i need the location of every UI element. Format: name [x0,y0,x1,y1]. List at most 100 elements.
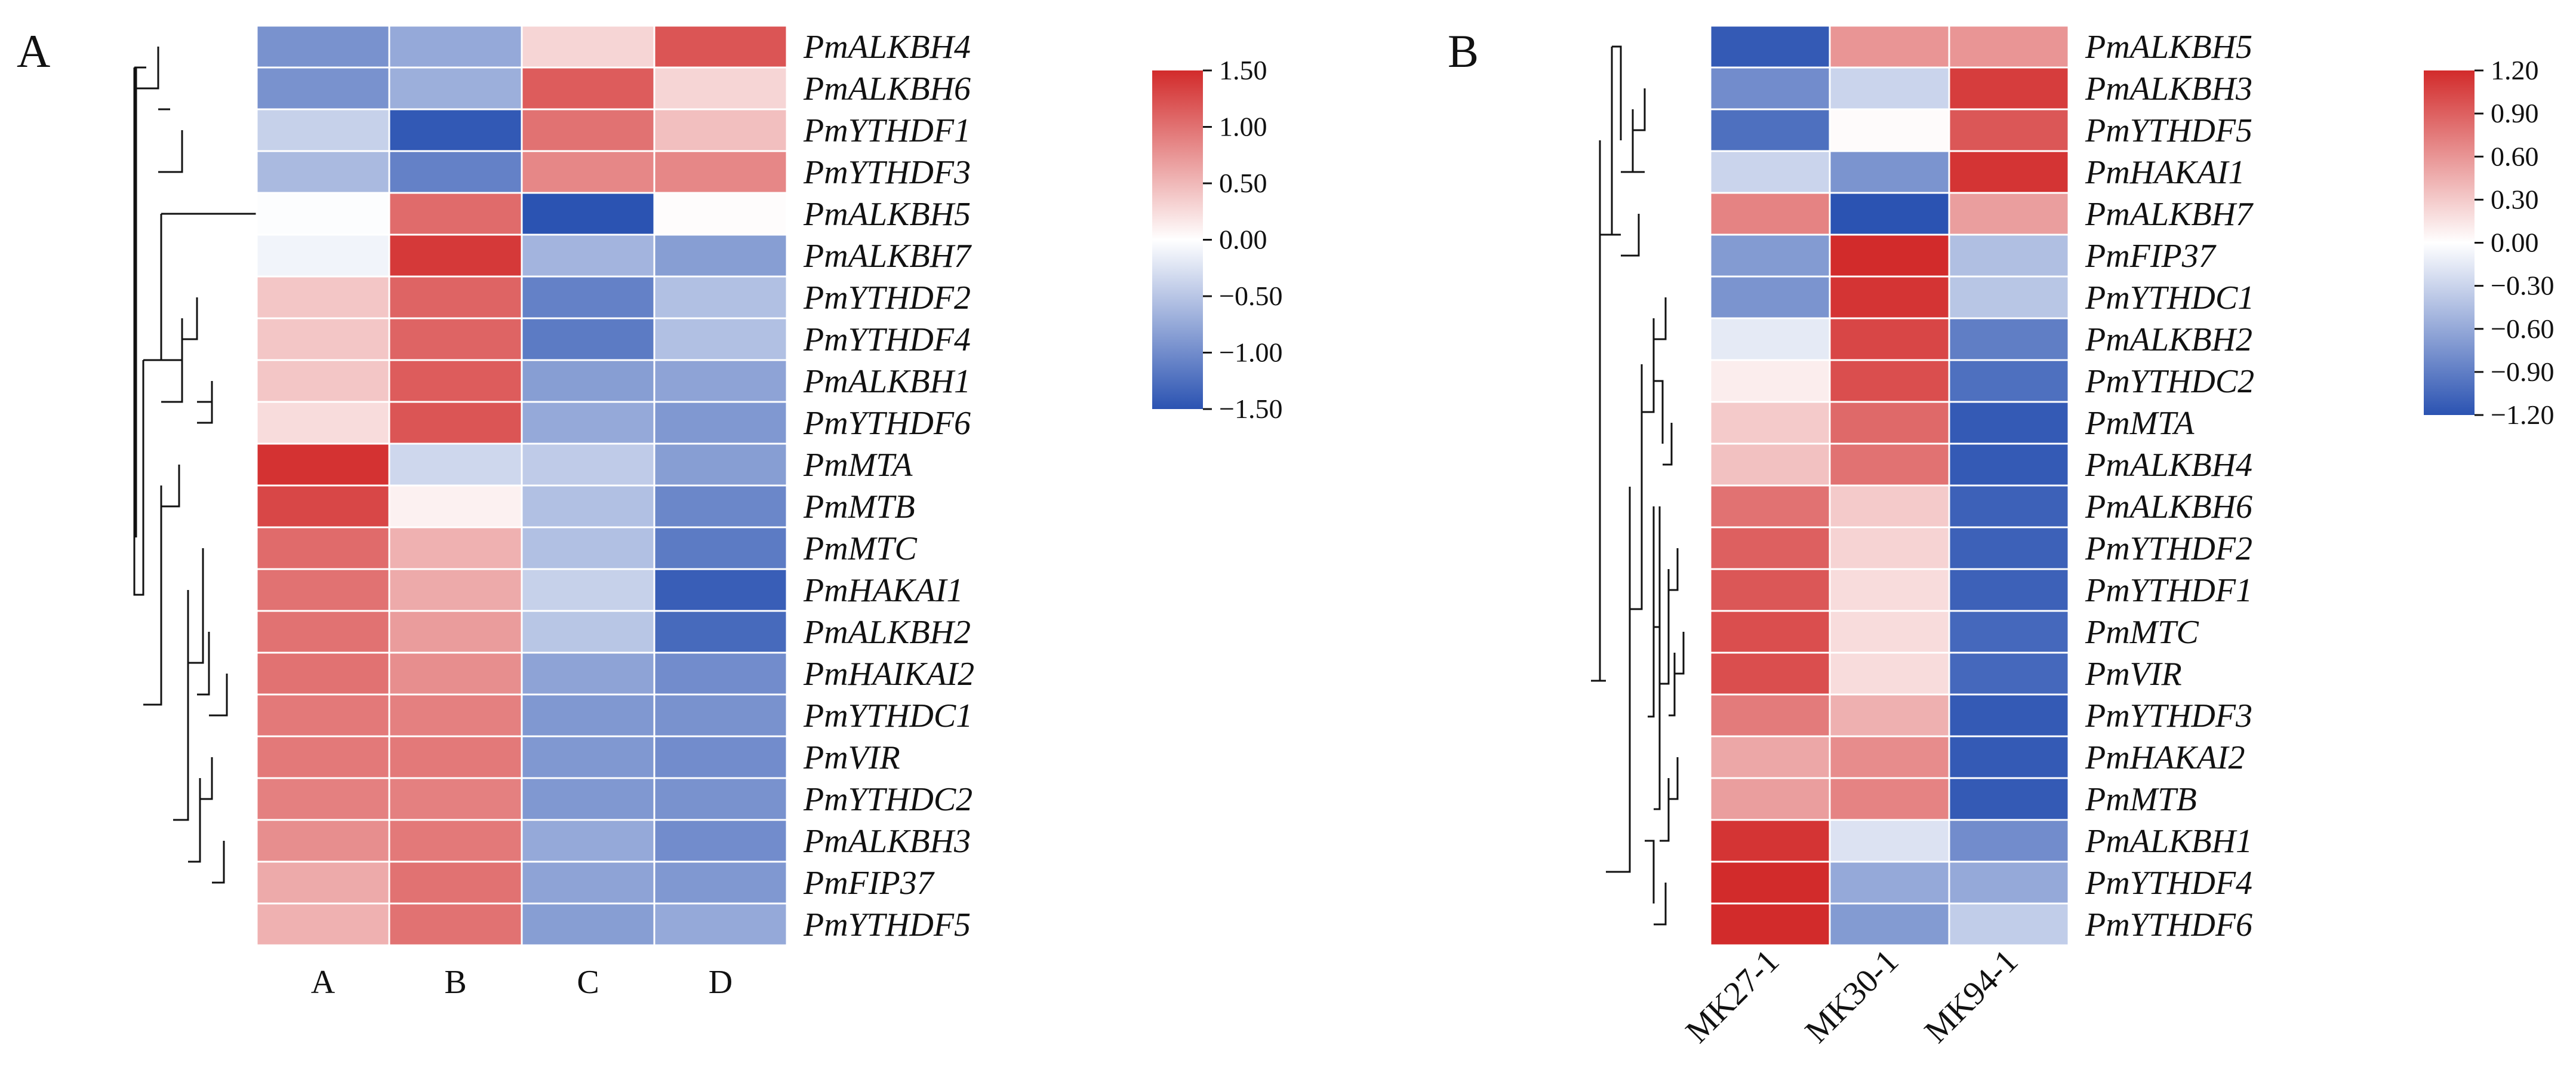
heatmap-cell [1948,150,2070,194]
heatmap-cell [521,108,655,152]
heatmap-cell [1829,902,1950,946]
heatmap-cell [653,651,788,696]
gene-label: PmYTHDF6 [803,405,971,442]
heatmap-cell [388,819,523,863]
heatmap-cell [388,442,523,487]
heatmap-cell [1709,442,1831,487]
heatmap-cell [256,275,390,319]
gene-label: PmALKBH5 [803,196,971,233]
panel-a-colorbar-gradient [1152,70,1203,409]
heatmap-cell [256,192,390,236]
heatmap-cell [1709,526,1831,570]
heatmap-cell [1709,651,1831,696]
heatmap-cell [653,359,788,403]
gene-label: PmYTHDC1 [2085,279,2254,316]
heatmap-cell [256,819,390,863]
gene-label: PmYTHDF5 [803,906,971,944]
column-label: A [311,964,336,1001]
heatmap-cell [1709,401,1831,445]
heatmap-cell [1948,401,2070,445]
heatmap-cell [1709,233,1831,278]
heatmap-cell [388,860,523,905]
heatmap-cell [1829,24,1950,69]
column-label: MK30-1 [1798,942,1906,1050]
gene-label: PmALKBH7 [2085,196,2254,233]
heatmap-cell [653,526,788,570]
heatmap-cell [521,442,655,487]
heatmap-cell [388,150,523,194]
heatmap-cell [388,610,523,654]
column-label: D [709,964,733,1001]
gene-label: PmYTHDF4 [803,321,971,358]
heatmap-cell [1829,317,1950,361]
heatmap-cell [388,902,523,946]
heatmap-cell [653,819,788,863]
heatmap-cell [653,233,788,278]
colorbar-tick-label: 1.50 [1219,55,1267,85]
heatmap-cell [1948,651,2070,696]
gene-label: PmYTHDC2 [2085,363,2254,400]
colorbar-tick-label: −1.00 [1219,337,1282,368]
heatmap-cell [521,484,655,528]
heatmap-cell [256,317,390,361]
gene-label: PmALKBH6 [803,70,971,107]
heatmap-cell [1948,317,2070,361]
heatmap-cell [1948,777,2070,821]
heatmap-cell [521,526,655,570]
heatmap-cell [521,651,655,696]
heatmap-cell [1709,192,1831,236]
heatmap-cell [1948,484,2070,528]
heatmap-cell [1709,735,1831,779]
gene-label: PmFIP37 [2085,238,2217,275]
panel-b-heatmap [1709,24,2070,946]
gene-label: PmYTHDF1 [803,112,971,149]
heatmap-cell [388,233,523,278]
gene-label: PmALKBH2 [2085,321,2252,358]
colorbar-tick-label: 0.60 [2491,141,2539,171]
heatmap-cell [1829,192,1950,236]
heatmap-cell [256,66,390,110]
heatmap-cell [388,317,523,361]
heatmap-cell [1948,442,2070,487]
heatmap-cell [388,192,523,236]
heatmap-cell [1709,693,1831,737]
gene-label: PmALKBH7 [803,238,972,275]
heatmap-cell [521,735,655,779]
heatmap-cell [1709,359,1831,403]
heatmap-cell [1829,484,1950,528]
heatmap-cell [256,24,390,69]
colorbar-tick-label: −0.30 [2491,271,2554,301]
gene-label: PmYTHDF3 [803,154,971,191]
heatmap-cell [521,819,655,863]
gene-label: PmYTHDC1 [803,697,972,734]
heatmap-cell [653,317,788,361]
gene-label: PmMTA [803,447,913,484]
heatmap-cell [388,526,523,570]
heatmap-cell [1829,819,1950,863]
gene-label: PmALKBH3 [2085,70,2252,107]
heatmap-cell [256,401,390,445]
gene-label: PmYTHDC2 [803,781,972,818]
gene-label: PmYTHDF2 [803,279,971,316]
gene-label: PmYTHDF1 [2085,572,2252,609]
heatmap-cell [521,66,655,110]
heatmap-cell [256,651,390,696]
gene-label: PmFIP37 [803,865,935,902]
heatmap-cell [1829,693,1950,737]
heatmap-cell [1829,526,1950,570]
panel-a-dendrogram [133,47,257,884]
heatmap-cell [1709,24,1831,69]
panel-b-row-labels: PmALKBH5 PmALKBH3 PmYTHDF5 PmHAKAI1 PmALKBH7… [2085,29,2254,944]
colorbar-tick-label: 1.20 [2491,55,2539,85]
heatmap-cell [653,401,788,445]
heatmap-cell [1829,568,1950,612]
gene-label: PmVIR [2085,656,2182,693]
heatmap-cell [256,108,390,152]
heatmap-cell [256,610,390,654]
panel-a-colorbar: 1.50 1.00 0.50 0.00 −0.50 −1.00 −1.50 [1152,55,1282,424]
colorbar-tick-label: 0.50 [1219,168,1267,198]
gene-label: PmYTHDF2 [2085,530,2252,567]
panel-b-colorbar-gradient [2424,70,2475,415]
gene-label: PmALKBH6 [2085,488,2252,525]
